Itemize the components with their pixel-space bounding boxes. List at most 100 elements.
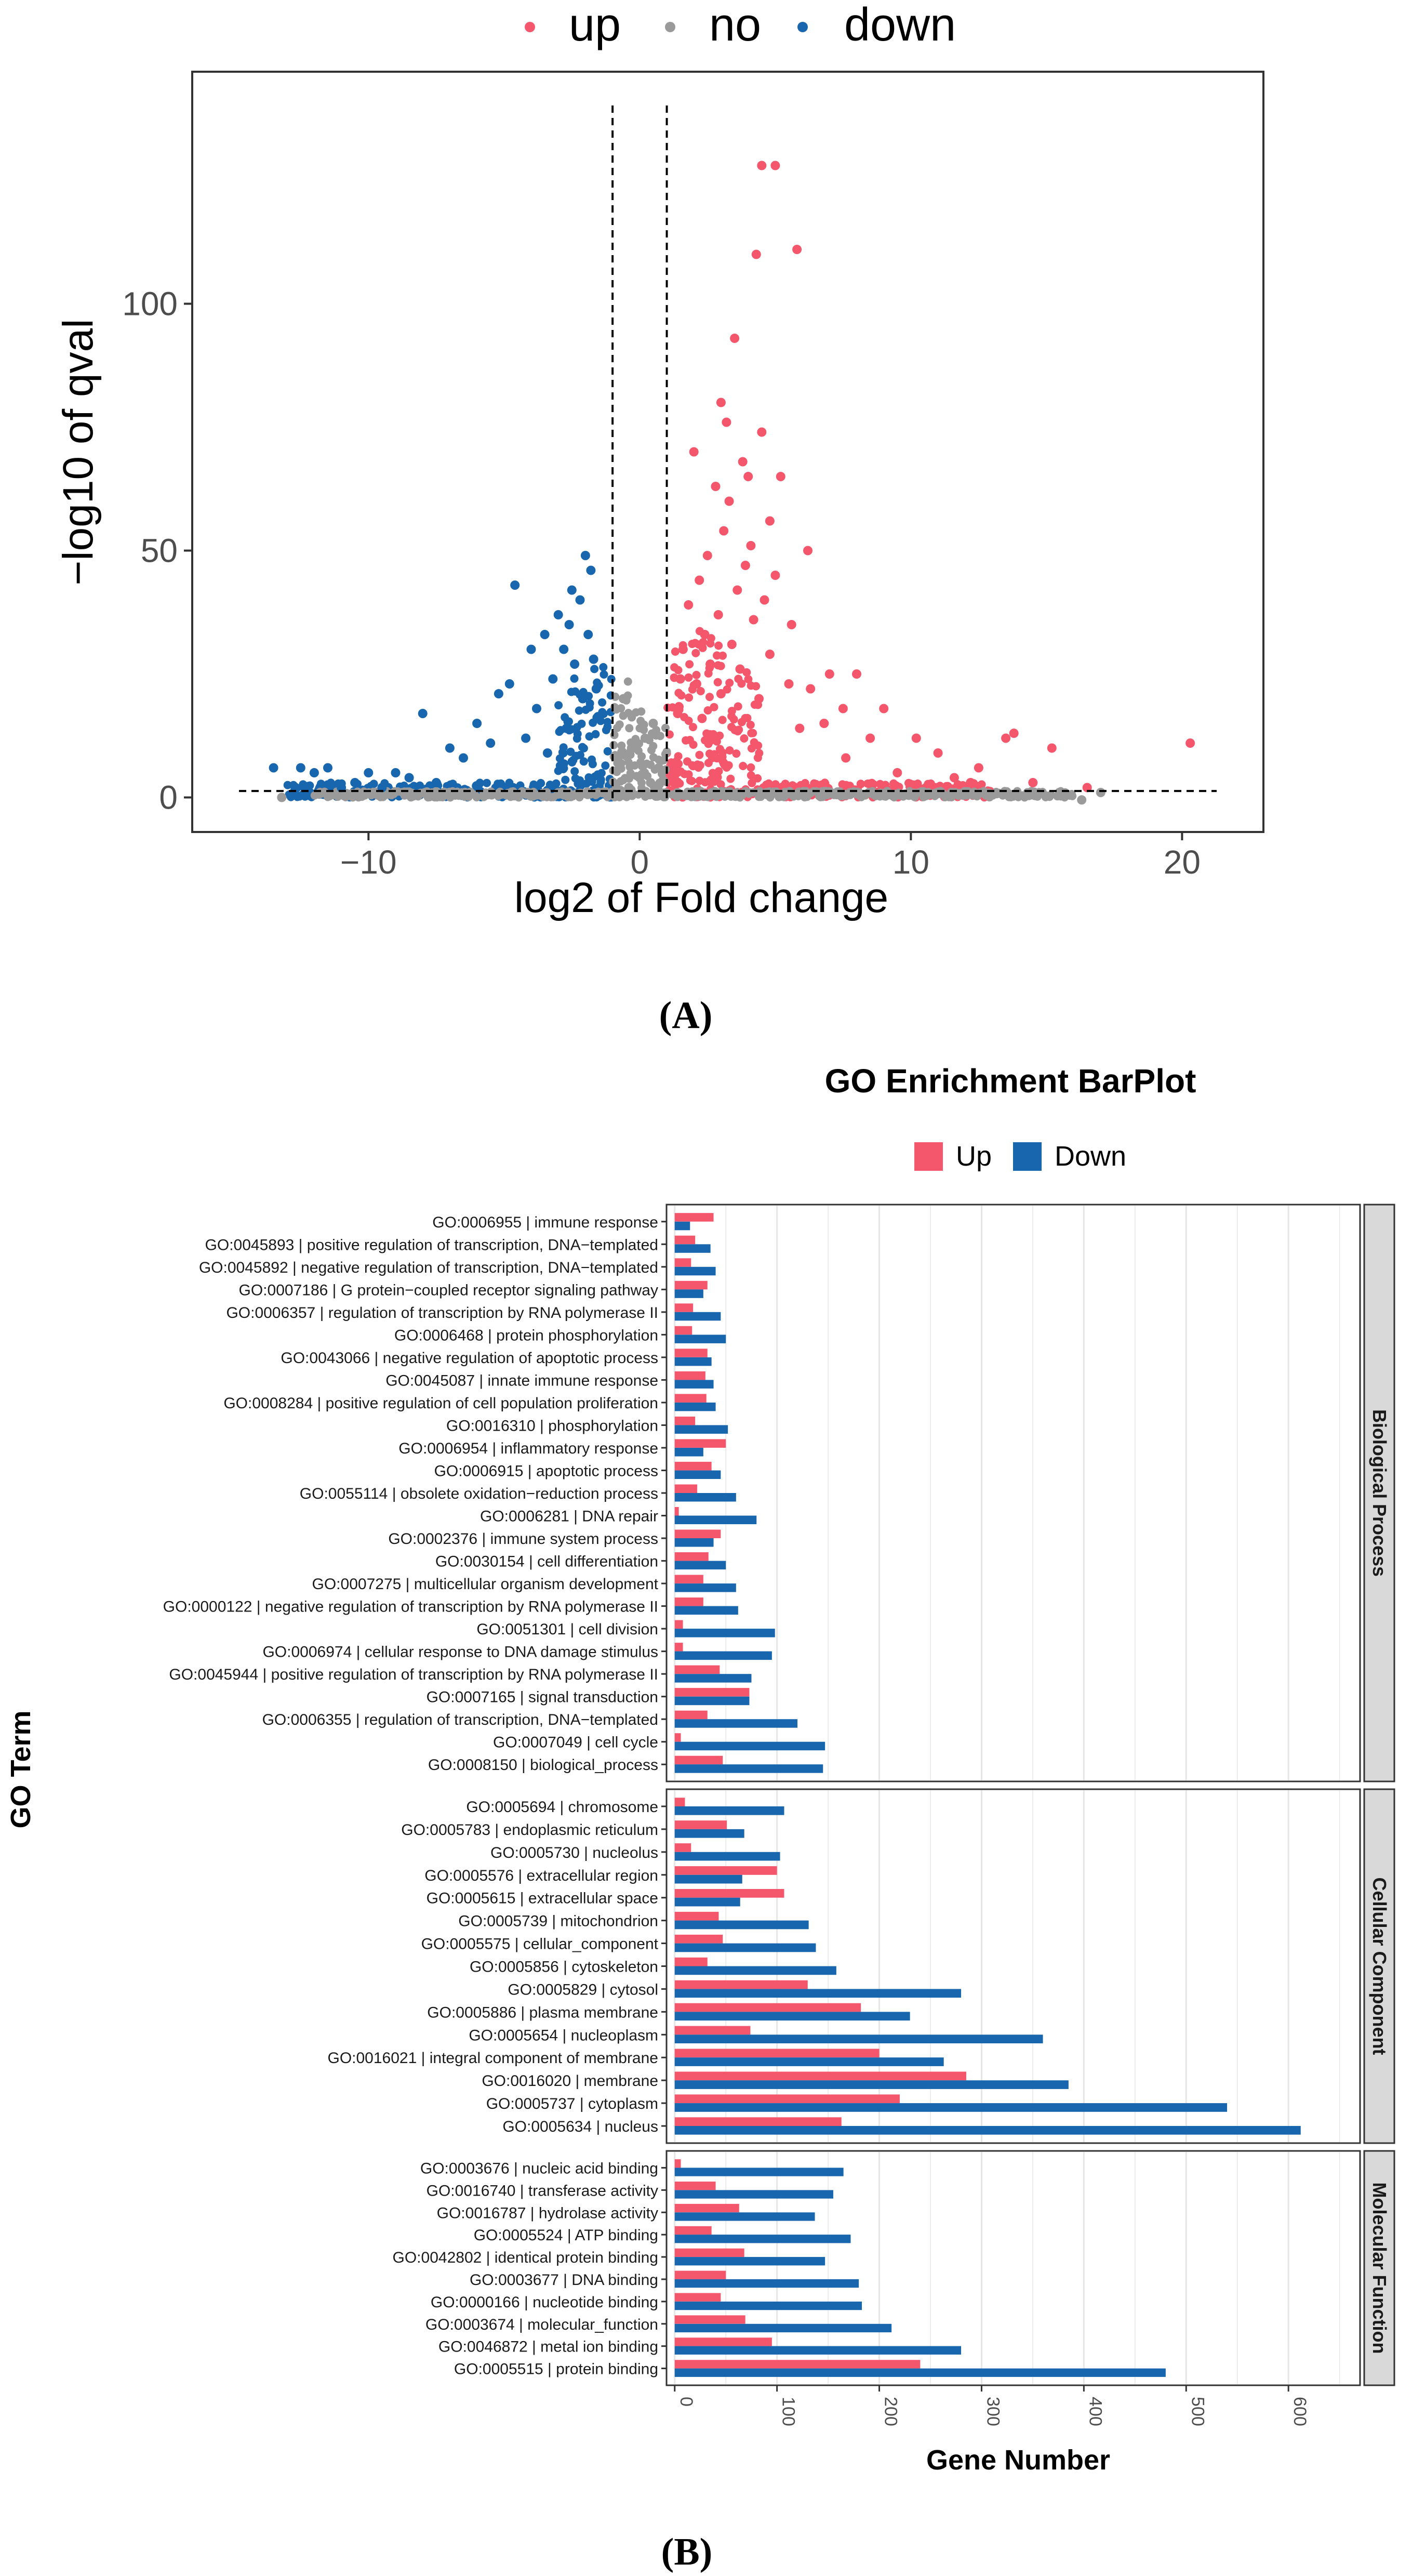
volcano-dot-up bbox=[747, 729, 756, 737]
x-tick-label: 600 bbox=[1290, 2397, 1310, 2426]
volcano-point-up bbox=[692, 679, 701, 689]
bar-up bbox=[674, 2049, 880, 2058]
bar-down bbox=[674, 1244, 711, 1253]
bar-down bbox=[674, 1696, 750, 1706]
volcano-point-up bbox=[719, 526, 729, 536]
bar-down bbox=[674, 1335, 726, 1343]
bar-up bbox=[674, 2026, 751, 2035]
bar-up bbox=[674, 1733, 681, 1742]
go-term-label: GO:0045944 | positive regulation of tran… bbox=[169, 1666, 658, 1683]
volcano-point-down bbox=[542, 748, 552, 758]
bar-down bbox=[674, 1943, 816, 1952]
volcano-point-down bbox=[567, 585, 577, 595]
facet-strip bbox=[1363, 1788, 1395, 2144]
volcano-dot-up bbox=[685, 693, 694, 702]
bar-down bbox=[674, 1561, 726, 1570]
bar-up bbox=[674, 2360, 921, 2369]
bar-down bbox=[674, 2212, 815, 2221]
bar-up bbox=[674, 1303, 694, 1312]
volcano-dot-no bbox=[563, 790, 572, 799]
bar-down bbox=[674, 2346, 962, 2355]
bar-up bbox=[674, 1326, 692, 1335]
x-tick-label: 300 bbox=[983, 2397, 1003, 2426]
bar-down bbox=[674, 2190, 833, 2199]
volcano-dot-up bbox=[725, 679, 734, 687]
bar-down bbox=[674, 1897, 740, 1907]
volcano-dot-no bbox=[656, 732, 664, 741]
volcano-point-down bbox=[350, 778, 360, 787]
bar-down bbox=[674, 1515, 757, 1524]
go-term-label: GO:0006468 | protein phosphorylation bbox=[394, 1327, 658, 1344]
volcano-dot-no bbox=[794, 787, 803, 796]
legend-label-down-bar: Down bbox=[1055, 1141, 1126, 1172]
volcano-dot-no bbox=[542, 793, 551, 801]
volcano-point-up bbox=[722, 417, 731, 427]
volcano-point-no bbox=[277, 792, 287, 802]
volcano-dot-down bbox=[554, 701, 563, 710]
go-term-label: GO:0016740 | transferase activity bbox=[427, 2182, 658, 2199]
volcano-point-down bbox=[364, 768, 374, 777]
barplot-facets: Biological Process GO:0006955 | immune re… bbox=[163, 1204, 1395, 2386]
go-term-row: GO:0005783 | endoplasmic reticulum bbox=[401, 1820, 744, 1839]
go-term-row: GO:0007049 | cell cycle bbox=[493, 1733, 825, 1751]
go-term-label: GO:0030154 | cell differentiation bbox=[435, 1553, 658, 1570]
volcano-point-up bbox=[757, 427, 767, 437]
volcano-y-axis: 0 50 100 bbox=[122, 285, 192, 816]
bar-down bbox=[674, 1606, 738, 1615]
volcano-point-no bbox=[619, 694, 628, 704]
volcano-points bbox=[269, 161, 1195, 805]
volcano-point-up bbox=[893, 768, 902, 777]
volcano-point-no bbox=[640, 733, 650, 743]
legend-key-no bbox=[665, 22, 675, 32]
go-term-row: GO:0003676 | nucleic acid binding bbox=[420, 2159, 844, 2177]
volcano-dot-no bbox=[1042, 791, 1051, 800]
volcano-dot-down bbox=[290, 782, 299, 791]
volcano-dot-no bbox=[519, 788, 527, 797]
volcano-point-no bbox=[627, 743, 636, 753]
volcano-dot-down bbox=[584, 773, 593, 782]
volcano-dot-down bbox=[603, 747, 612, 756]
go-term-row: GO:0005615 | extracellular space bbox=[427, 1889, 784, 1907]
volcano-dot-no bbox=[509, 792, 517, 801]
volcano-dot-up bbox=[674, 689, 683, 697]
x-tick-label: 20 bbox=[1164, 843, 1201, 881]
volcano-point-down bbox=[575, 595, 585, 605]
volcano-point-no bbox=[1077, 795, 1087, 805]
volcano-dot-up bbox=[739, 762, 748, 770]
bar-down bbox=[674, 2279, 859, 2288]
volcano-point-up bbox=[1001, 733, 1011, 743]
volcano-dot-no bbox=[616, 777, 625, 786]
volcano-dot-no bbox=[380, 790, 389, 799]
volcano-dot-up bbox=[718, 748, 727, 757]
bar-down bbox=[674, 1583, 736, 1592]
bar-up bbox=[674, 2003, 861, 2012]
volcano-dot-down bbox=[299, 782, 307, 790]
bar-up bbox=[674, 2094, 900, 2104]
volcano-point-up bbox=[702, 551, 712, 560]
bar-up bbox=[674, 1957, 708, 1966]
volcano-point-down bbox=[391, 768, 401, 777]
volcano-dot-down bbox=[588, 760, 597, 769]
volcano-dot-up bbox=[673, 768, 682, 776]
volcano-point-down bbox=[459, 753, 468, 763]
go-term-row: GO:0045944 | positive regulation of tran… bbox=[169, 1665, 752, 1683]
volcano-point-up bbox=[711, 482, 721, 491]
bar-up bbox=[674, 2117, 842, 2126]
volcano-dot-up bbox=[734, 702, 742, 711]
volcano-point-up bbox=[743, 472, 753, 481]
volcano-dot-down bbox=[596, 775, 605, 784]
go-term-row: GO:0006915 | apoptotic process bbox=[434, 1461, 721, 1480]
volcano-dot-no bbox=[640, 725, 648, 734]
volcano-point-down bbox=[562, 723, 571, 733]
volcano-point-up bbox=[795, 723, 805, 733]
bar-down bbox=[674, 2057, 944, 2066]
volcano-dot-up bbox=[716, 780, 725, 789]
go-term-row: GO:0005576 | extracellular region bbox=[424, 1866, 777, 1884]
volcano-point-no bbox=[635, 773, 645, 783]
volcano-dot-up bbox=[708, 769, 717, 777]
legend-label-up: up bbox=[569, 0, 621, 51]
volcano-dot-no bbox=[692, 788, 701, 797]
volcano-dot-down bbox=[570, 674, 579, 683]
legend-key-down bbox=[797, 22, 808, 32]
volcano-point-up bbox=[765, 650, 775, 659]
